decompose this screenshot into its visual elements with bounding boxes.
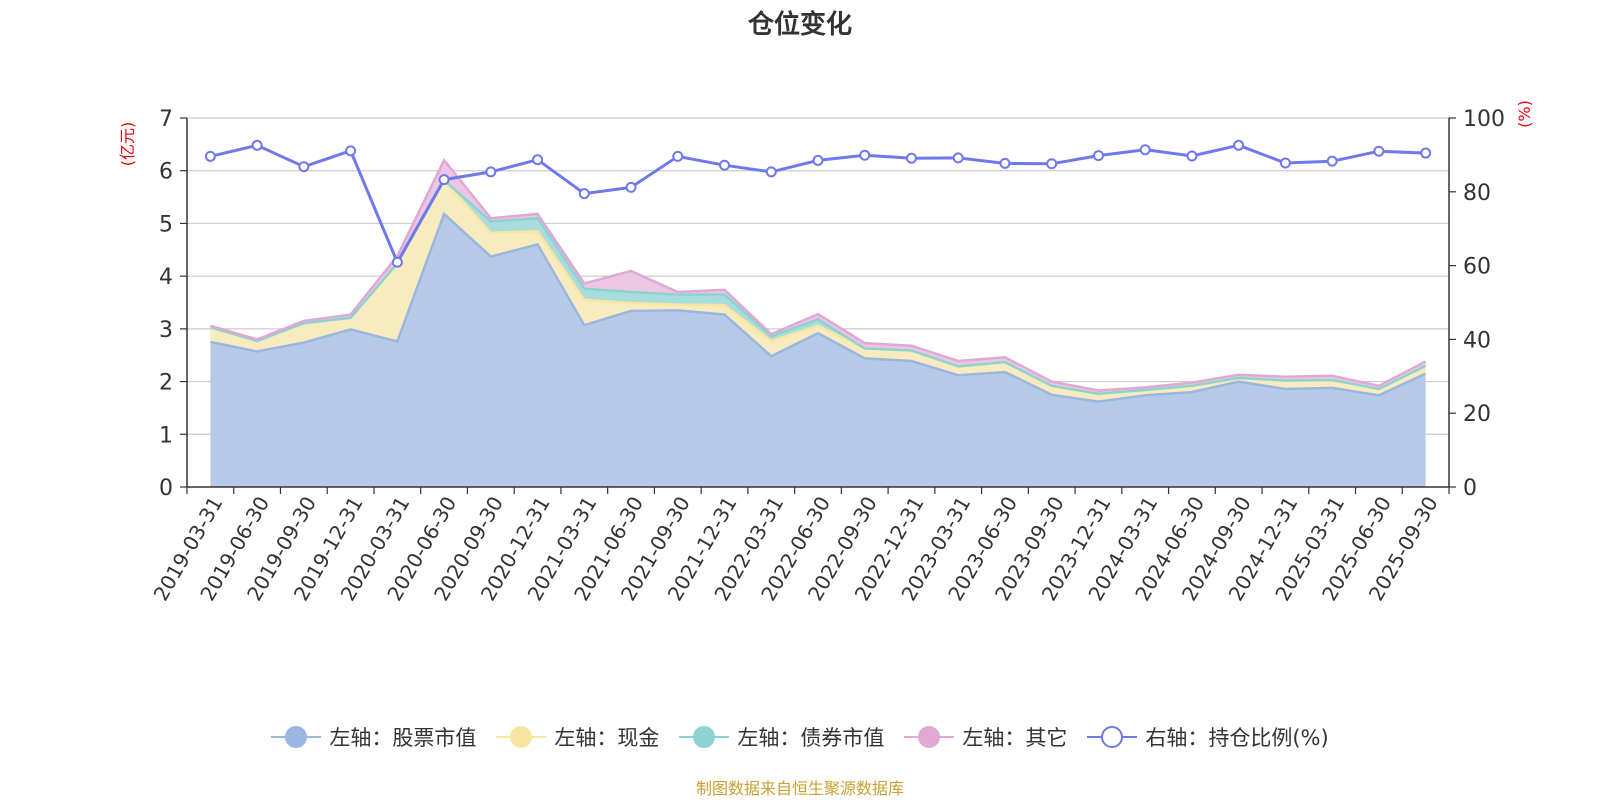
- legend-symbol-icon: [271, 726, 322, 748]
- chart-legend: 左轴：股票市值 左轴：现金 左轴：债券市值 左轴：其它 右轴：持仓比例(%): [0, 722, 1600, 752]
- y-right-tick-label: 80: [1463, 181, 1491, 206]
- point-holding-ratio: [1420, 147, 1432, 159]
- point-holding-ratio: [952, 152, 964, 164]
- point-holding-ratio: [625, 181, 637, 193]
- point-holding-ratio: [1233, 139, 1245, 151]
- legend-label: 右轴：持仓比例(%): [1145, 726, 1329, 750]
- y-right-tick-label: 20: [1463, 402, 1491, 427]
- legend-symbol-icon: [496, 726, 547, 748]
- legend-label: 左轴：股票市值: [329, 726, 477, 750]
- legend-item[interactable]: 左轴：债券市值: [679, 722, 884, 752]
- legend-item[interactable]: 左轴：其它: [904, 722, 1067, 752]
- point-holding-ratio: [345, 145, 357, 157]
- y-left-tick-label: 1: [159, 423, 173, 448]
- point-holding-ratio: [905, 152, 917, 164]
- y-left-tick-label: 5: [159, 212, 173, 237]
- point-holding-ratio: [999, 157, 1011, 169]
- area-左轴：现金: [210, 180, 1426, 402]
- point-holding-ratio: [1046, 158, 1058, 170]
- legend-label: 左轴：债券市值: [737, 726, 885, 750]
- point-holding-ratio: [438, 174, 450, 186]
- point-holding-ratio: [532, 154, 544, 166]
- y-right-tick-label: 40: [1463, 328, 1491, 353]
- y-left-tick-label: 4: [159, 265, 173, 290]
- y-left-tick-label: 2: [159, 371, 173, 396]
- y-left-axis-label: (亿元): [118, 122, 137, 167]
- legend-item[interactable]: 左轴：现金: [496, 722, 659, 752]
- legend-symbol-icon: [679, 726, 730, 748]
- point-holding-ratio: [719, 159, 731, 171]
- chart-title: 仓位变化: [747, 10, 852, 40]
- point-holding-ratio: [1279, 157, 1291, 169]
- point-holding-ratio: [204, 150, 216, 162]
- point-holding-ratio: [578, 188, 590, 200]
- legend-label: 左轴：现金: [554, 726, 660, 750]
- point-holding-ratio: [1373, 145, 1385, 157]
- point-holding-ratio: [485, 166, 497, 178]
- point-holding-ratio: [859, 149, 871, 161]
- area-line-左轴：股票市值: [210, 211, 1427, 403]
- legend-item[interactable]: 右轴：持仓比例(%): [1087, 722, 1329, 752]
- area-line-左轴：其它: [210, 157, 1427, 392]
- legend-label: 左轴：其它: [962, 726, 1068, 750]
- point-holding-ratio: [1139, 144, 1151, 156]
- point-holding-ratio: [1186, 150, 1198, 162]
- y-right-tick-label: 100: [1463, 107, 1505, 132]
- y-left-tick-label: 7: [159, 107, 173, 132]
- legend-symbol-icon: [904, 726, 955, 748]
- point-holding-ratio: [251, 139, 263, 151]
- source-note: 制图数据来自恒生聚源数据库: [695, 779, 904, 798]
- y-left-tick-label: 3: [159, 318, 173, 343]
- y-right-tick-label: 60: [1463, 255, 1491, 280]
- y-right-tick-label: 0: [1463, 476, 1477, 501]
- legend-symbol-icon: [1087, 726, 1138, 748]
- point-holding-ratio: [1326, 155, 1338, 167]
- point-holding-ratio: [812, 154, 824, 166]
- point-holding-ratio: [298, 161, 310, 173]
- point-holding-ratio: [765, 166, 777, 178]
- y-left-tick-label: 6: [159, 160, 173, 185]
- point-holding-ratio: [1092, 150, 1104, 162]
- area-左轴：股票市值: [210, 213, 1426, 487]
- point-holding-ratio: [672, 150, 684, 162]
- legend-item[interactable]: 左轴：股票市值: [271, 722, 476, 752]
- y-left-tick-label: 0: [159, 476, 173, 501]
- y-right-axis-label: (%): [1515, 100, 1534, 128]
- point-holding-ratio: [391, 256, 403, 268]
